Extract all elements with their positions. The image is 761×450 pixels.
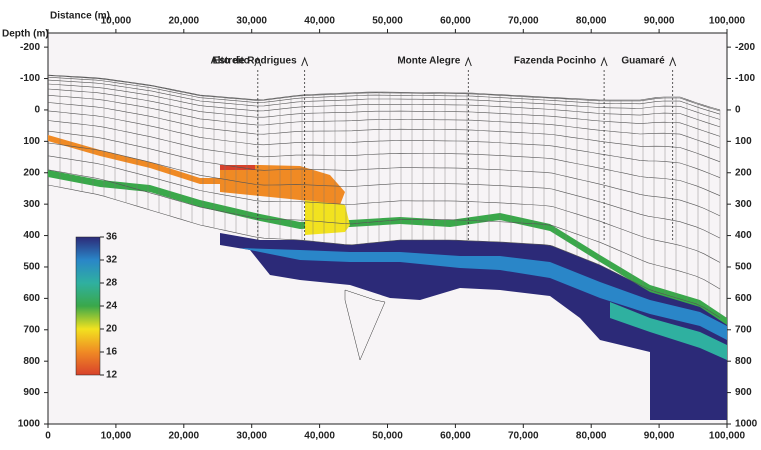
y-tick-label-right: 800 [735, 356, 752, 367]
y-tick-label-right: 700 [735, 324, 752, 335]
horizon [47, 76, 721, 115]
y-tick-label: 900 [23, 387, 40, 398]
horizon [47, 83, 721, 128]
x-tick-label-top: 50,000 [372, 16, 403, 27]
location-label: Fazenda Pocinho [514, 56, 596, 67]
location-label: Estreito [213, 56, 250, 67]
y-tick-label: 300 [23, 199, 40, 210]
x-tick-label-top: 80,000 [576, 16, 607, 27]
colorbar-label: 16 [106, 347, 118, 358]
horizon [47, 75, 721, 112]
y-tick-label-right: 0 [735, 105, 741, 116]
horizon [47, 184, 721, 318]
x-tick-label-top: 90,000 [644, 16, 675, 27]
x-tick-label: 30,000 [236, 431, 267, 442]
layer [220, 233, 727, 420]
y-tick-label: 200 [23, 167, 40, 178]
x-tick-label-top: 100,000 [709, 16, 746, 27]
y-tick-label-right: 200 [735, 167, 752, 178]
layer [305, 200, 350, 235]
colorbar-label: 20 [106, 324, 118, 335]
horizon [47, 110, 721, 178]
horizon [47, 94, 721, 149]
horizon [47, 120, 721, 196]
location-label: Alto de Rodrigues [211, 56, 298, 67]
location-label: Guamaré [621, 56, 665, 67]
y-tick-label: 800 [23, 356, 40, 367]
horizon [47, 130, 721, 217]
well-marker [600, 56, 608, 67]
well-marker [669, 56, 677, 67]
colorbar-label: 36 [106, 232, 118, 243]
y-tick-label: -100 [20, 73, 40, 84]
well-marker [301, 56, 309, 67]
y-tick-label-right: -100 [735, 73, 755, 84]
x-tick-label: 100,000 [709, 431, 746, 442]
x-tick-label: 70,000 [508, 431, 539, 442]
layer [610, 302, 727, 360]
x-tick-label-top: 20,000 [169, 16, 200, 27]
horizon [47, 155, 721, 263]
colorbar [75, 236, 101, 376]
well-marker [254, 56, 262, 67]
location-label: Monte Alegre [397, 56, 460, 67]
y-tick-label: 600 [23, 293, 40, 304]
x-tick-label: 40,000 [304, 431, 335, 442]
y-tick-label-right: 400 [735, 230, 752, 241]
x-tick-label: 20,000 [169, 431, 200, 442]
layer [48, 170, 727, 325]
x-tick-label-top: 40,000 [304, 16, 335, 27]
y-tick-label-right: 600 [735, 293, 752, 304]
plot-area [47, 32, 728, 425]
x-tick-label-top: 10,000 [101, 16, 132, 27]
y-tick-label: 0 [34, 105, 40, 116]
layer [240, 248, 727, 340]
y-tick-label: -200 [20, 42, 40, 53]
x-tick-label: 60,000 [440, 431, 471, 442]
colorbar-label: 12 [106, 370, 118, 381]
y-tick-label: 100 [23, 136, 40, 147]
section [47, 74, 727, 420]
y-tick-label: 500 [23, 262, 40, 273]
x-tick-label: 80,000 [576, 431, 607, 442]
x-tick-label-top: 30,000 [236, 16, 267, 27]
y-tick-label: 700 [23, 324, 40, 335]
y-tick-label-right: 100 [735, 136, 752, 147]
horizon [47, 74, 721, 111]
y-tick-label-right: 900 [735, 387, 752, 398]
y-tick-label: 400 [23, 230, 40, 241]
horizon [47, 88, 721, 137]
colorbar-label: 32 [106, 255, 118, 266]
colorbar-label: 24 [106, 301, 118, 312]
y-tick-label-right: 300 [735, 199, 752, 210]
y-tick-label-right: -200 [735, 42, 755, 53]
x-tick-label: 0 [45, 431, 51, 442]
x-tick-label-top: 60,000 [440, 16, 471, 27]
horizon [47, 169, 721, 290]
horizon [47, 142, 721, 239]
layer [220, 165, 255, 170]
colorbar-label: 28 [106, 278, 118, 289]
y-tick-label: 1000 [18, 419, 41, 430]
layer [344, 289, 386, 361]
x-axis-label: Distance (m) [50, 11, 110, 22]
horizon [47, 102, 721, 163]
y-axis-label: Depth (m) [2, 29, 49, 40]
x-tick-label: 50,000 [372, 431, 403, 442]
y-tick-label-right: 1000 [735, 419, 758, 430]
x-tick-label: 10,000 [101, 431, 132, 442]
horizon [47, 79, 721, 120]
well-marker [464, 56, 472, 67]
x-tick-label-top: 70,000 [508, 16, 539, 27]
x-tick-label: 90,000 [644, 431, 675, 442]
y-tick-label-right: 500 [735, 262, 752, 273]
